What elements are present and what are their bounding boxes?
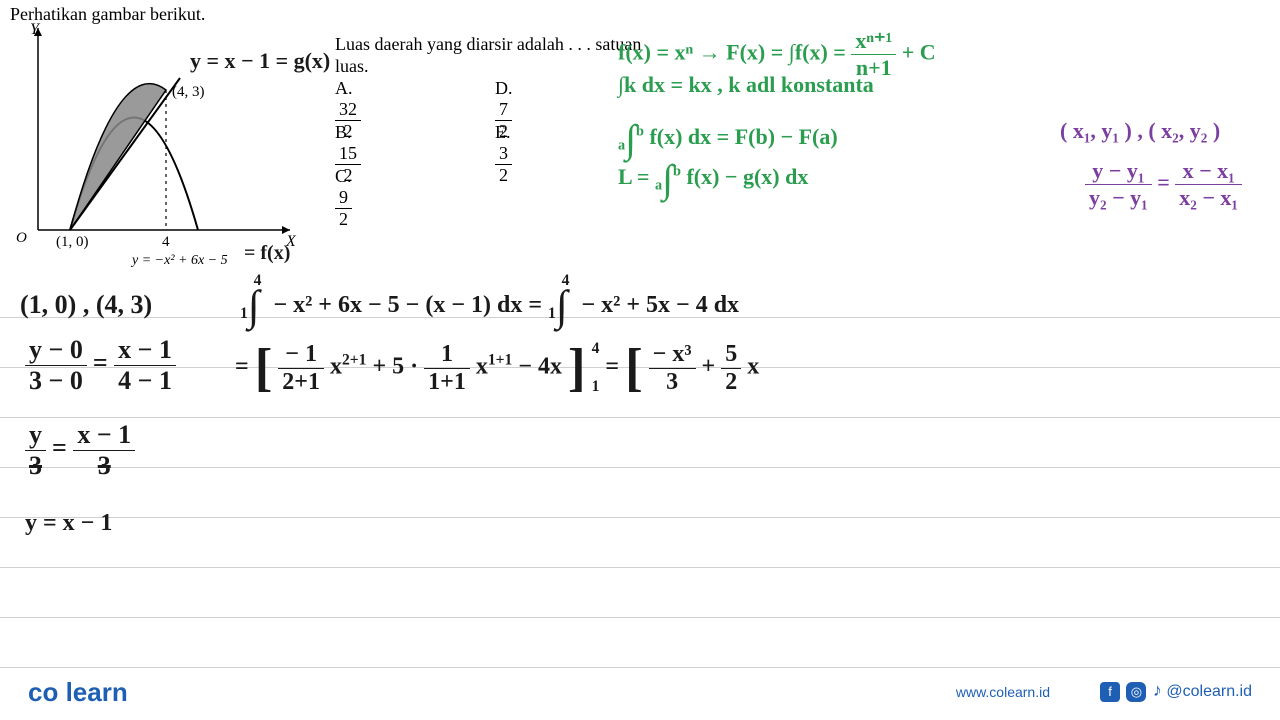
footer-socials: f ◎ ♪ @colearn.id: [1100, 680, 1252, 702]
brand-logo: co learn: [28, 677, 128, 708]
footer: co learn www.colearn.id f ◎ ♪ @colearn.i…: [0, 674, 1280, 708]
point-4-3: (4, 3): [172, 84, 205, 100]
eq-y-line: y = x − 1 = g(x): [190, 48, 330, 74]
green-formula-4: L = a∫b f(x) − g(x) dx: [618, 156, 808, 202]
purple-points: ( x₁, y₁ ) , ( x₂, y₂ ): [1060, 118, 1220, 144]
question-text-2: luas.: [335, 56, 369, 77]
work-line-3: y = x − 1: [25, 510, 112, 537]
work-points: (1, 0) , (4, 3): [20, 290, 152, 320]
tick-4: 4: [162, 234, 170, 250]
origin-label: O: [16, 230, 27, 246]
work-frac-2: y3 = x − 13: [25, 420, 135, 481]
facebook-icon: f: [1100, 682, 1120, 702]
integral-line-2: = [ − 12+1 x2+1 + 5 · 11+1 x1+1 − 4x ] 4…: [235, 338, 759, 398]
footer-url: www.colearn.id: [956, 684, 1050, 700]
instagram-icon: ◎: [1126, 682, 1146, 702]
green-formula-2: ∫k dx = kx , k adl konstanta: [618, 72, 874, 98]
question-text: Luas daerah yang diarsir adalah . . . sa…: [335, 34, 641, 55]
eq-fx: = f(x): [244, 242, 290, 265]
purple-slope-formula: y − y₁y₂ − y₁ = x − x₁x₂ − x₁: [1085, 158, 1242, 211]
option-c: C. 92: [335, 166, 361, 230]
option-e: E. 32: [495, 122, 520, 186]
curve-equation: y = −x² + 6x − 5: [130, 253, 228, 268]
work-frac-1: y − 03 − 0 = x − 14 − 1: [25, 335, 176, 396]
integral-line-1: 1∫4 − x² + 6x − 5 − (x − 1) dx = 1∫4 − x…: [240, 282, 739, 331]
tiktok-icon: ♪: [1153, 680, 1162, 700]
point-1-0: (1, 0): [56, 234, 89, 250]
